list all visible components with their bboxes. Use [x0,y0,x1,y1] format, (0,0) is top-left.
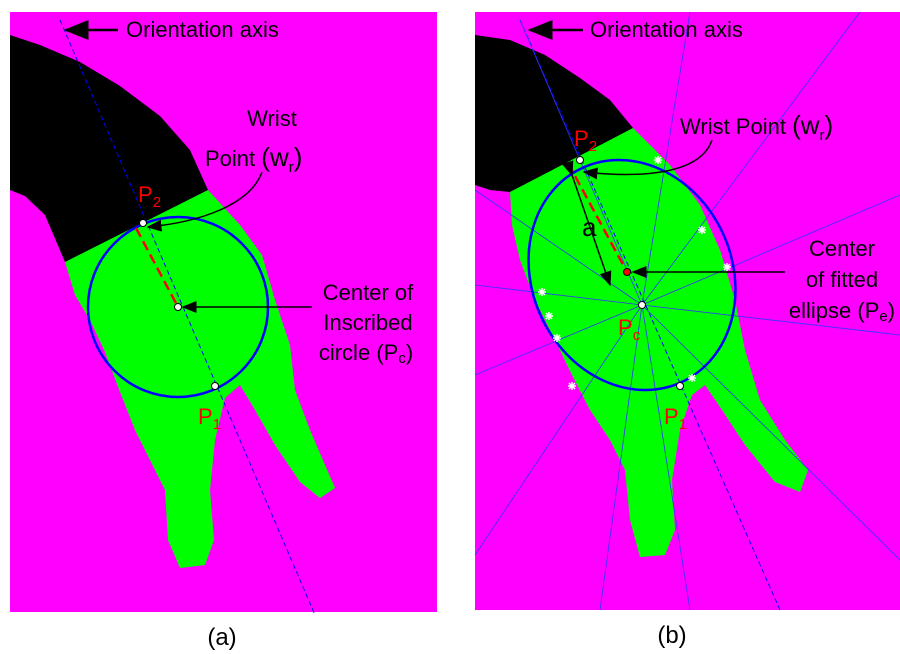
tspan: c [633,327,641,344]
tspan: ) [888,298,895,323]
tspan: P [384,340,399,365]
tspan: 2 [589,138,597,155]
point [175,304,182,311]
tspan: ) [406,340,413,365]
path [723,263,731,271]
path [698,226,706,234]
tspan: P [138,182,153,207]
tspan: P [198,404,213,429]
tspan: P [574,126,589,151]
path [688,374,696,382]
caption: (a) [207,624,236,651]
point [677,383,684,390]
tspan: P [664,404,679,429]
wrist-label: Point (wr) [205,142,302,176]
path [568,382,576,390]
tspan: ) [294,142,303,172]
axis-label: Orientation axis [590,17,743,42]
path [545,312,553,320]
center-label: ellipse (Pe) [789,298,895,325]
tspan: ( [792,110,801,140]
point [639,302,646,309]
point [577,157,584,164]
path [654,156,662,164]
tspan: w [269,142,289,172]
wrist-label: Wrist [247,106,297,131]
tspan: ellipse [789,298,851,323]
path [538,288,546,296]
panel-b: Orientation axis Wrist Point (wr) P2 a P… [475,12,900,649]
center-label: of fitted [806,267,878,292]
axis-label: Orientation axis [126,17,279,42]
tspan: 1 [213,416,221,433]
center-label: Center of [323,280,414,305]
tspan: 2 [153,194,161,211]
tspan: ( [261,142,270,172]
tspan: 1 [679,416,687,433]
tspan: w [800,110,820,140]
figure: Orientation axis Wrist Point (wr) P2 P1 … [0,0,900,654]
tspan: Wrist Point [680,114,786,139]
tspan: e [879,308,887,325]
tspan: circle [319,340,370,365]
tspan: P [618,315,633,340]
point [140,220,147,227]
tspan: ) [825,110,834,140]
caption: (b) [657,622,686,649]
a-label: a [582,212,597,242]
tspan: P [865,298,880,323]
tspan: Point [205,146,255,171]
center-label: Center [809,236,875,261]
point [212,383,219,390]
panel-a: Orientation axis Wrist Point (wr) P2 P1 … [10,12,437,651]
center-label: Inscribed [323,310,412,335]
wrist-label: Wrist Point (wr) [680,110,833,144]
path [553,334,561,342]
point [624,269,631,276]
